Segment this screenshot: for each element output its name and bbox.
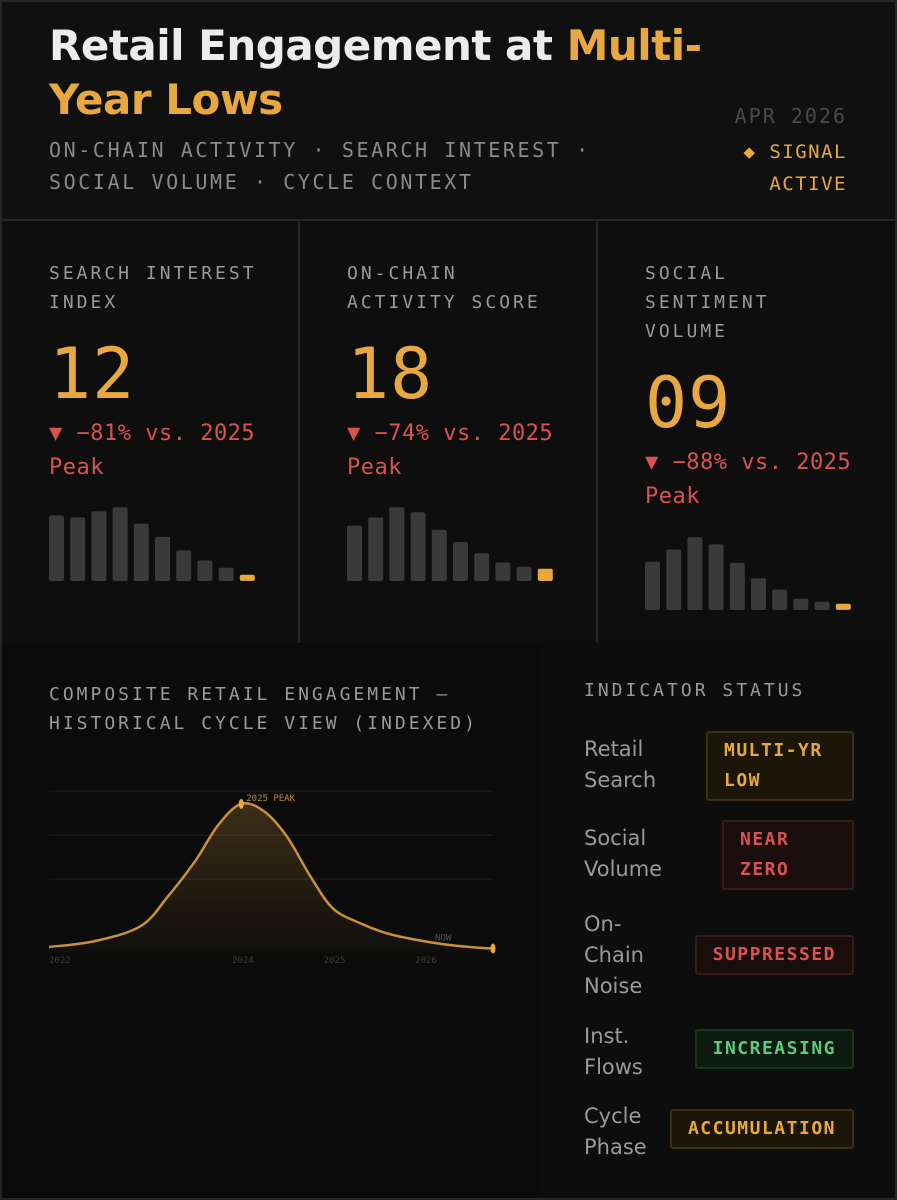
metric-label: SOCIAL SENTIMENT VOLUME (645, 263, 770, 342)
social-bar-chart (645, 537, 851, 610)
title-main: Retail Engagement at (49, 21, 567, 70)
composite-area-chart: 2022 2024 2025 2026 2025 PEAK NOW (48, 790, 496, 966)
status-name: Inst. Flows (584, 1024, 643, 1079)
bar (793, 598, 809, 610)
status-name: Cycle Phase (584, 1104, 647, 1159)
status-name: Social Volume (584, 826, 663, 881)
annotation-label: 2025 PEAK (246, 794, 295, 804)
bar (176, 550, 192, 581)
composite-chart-panel: COMPOSITE RETAIL ENGAGEMENT — HISTORICAL… (0, 643, 540, 1200)
signal-status: ◆ SIGNAL ACTIVE (743, 141, 847, 195)
bar (687, 537, 703, 610)
header: Retail Engagement at Multi-Year Lows ON-… (0, 0, 897, 221)
metric-change: ▼ −74% vs. 2025 Peak (347, 421, 554, 480)
bar (495, 562, 511, 581)
status-badge: INCREASING (694, 1029, 854, 1069)
bar (645, 561, 660, 610)
bar (70, 517, 86, 581)
bar (666, 549, 682, 610)
metric-change: ▼ −81% vs. 2025 Peak (49, 421, 256, 480)
bar (772, 589, 788, 610)
status-name: On-Chain Noise (584, 912, 644, 998)
bar (347, 525, 362, 581)
indicator-status-panel: INDICATOR STATUS Retail Search MULTI-YR … (538, 643, 897, 1200)
status-badge: SUPPRESSED (694, 935, 854, 975)
area-fill (49, 803, 493, 953)
metric-card-search: SEARCH INTEREST INDEX 12 ▼ −81% vs. 2025… (0, 221, 300, 645)
page-title: Retail Engagement at Multi-Year Lows (49, 19, 739, 127)
peak-marker (238, 798, 244, 809)
annotation-label: NOW (435, 934, 452, 944)
bar (49, 515, 64, 581)
bar (751, 578, 766, 610)
page-subtitle: ON-CHAIN ACTIVITY · SEARCH INTEREST · SO… (49, 138, 591, 194)
title-accent: Multi-Year Lows (49, 21, 702, 124)
x-tick-label: 2022 (49, 956, 71, 966)
status-name: Retail Search (584, 737, 657, 792)
now-marker (490, 943, 496, 954)
metric-value: 18 (347, 333, 434, 415)
metric-value: 12 (49, 333, 136, 415)
bar (474, 553, 490, 581)
metric-card-onchain: ON-CHAIN ACTIVITY SCORE 18 ▼ −74% vs. 20… (298, 221, 598, 645)
bar (729, 562, 745, 610)
bar-current (835, 603, 851, 610)
bar (814, 601, 830, 610)
chart-title: COMPOSITE RETAIL ENGAGEMENT — HISTORICAL… (49, 684, 478, 734)
x-tick-label: 2024 (232, 956, 254, 966)
bar (91, 511, 107, 581)
status-badge: NEAR ZERO (722, 820, 854, 890)
bar (431, 529, 447, 581)
bar (133, 523, 149, 581)
metric-label: SEARCH INTEREST INDEX (49, 263, 257, 313)
onchain-bar-chart (347, 507, 553, 581)
bar (410, 512, 426, 581)
status-badge: ACCUMULATION (669, 1109, 854, 1149)
series-line (48, 802, 494, 950)
metric-value: 09 (645, 362, 732, 444)
report-date: APR 2026 (734, 104, 847, 128)
bar (155, 536, 170, 581)
bar (197, 560, 213, 581)
bar (218, 567, 234, 581)
status-title: INDICATOR STATUS (584, 680, 806, 701)
bar-current (537, 568, 553, 581)
bar (453, 542, 468, 581)
x-tick-label: 2025 (324, 956, 346, 966)
search-bar-chart (49, 507, 255, 581)
bar (112, 507, 128, 581)
x-tick-label: 2026 (415, 956, 437, 966)
bar (389, 507, 405, 581)
bar (708, 544, 724, 610)
status-badge: MULTI-YR LOW (706, 731, 854, 801)
metric-card-social: SOCIAL SENTIMENT VOLUME 09 ▼ −88% vs. 20… (596, 221, 897, 645)
bar (368, 517, 384, 581)
metric-change: ▼ −88% vs. 2025 Peak (645, 450, 852, 509)
bar (516, 566, 532, 581)
metric-label: ON-CHAIN ACTIVITY SCORE (347, 263, 541, 313)
bar-current (239, 574, 255, 581)
